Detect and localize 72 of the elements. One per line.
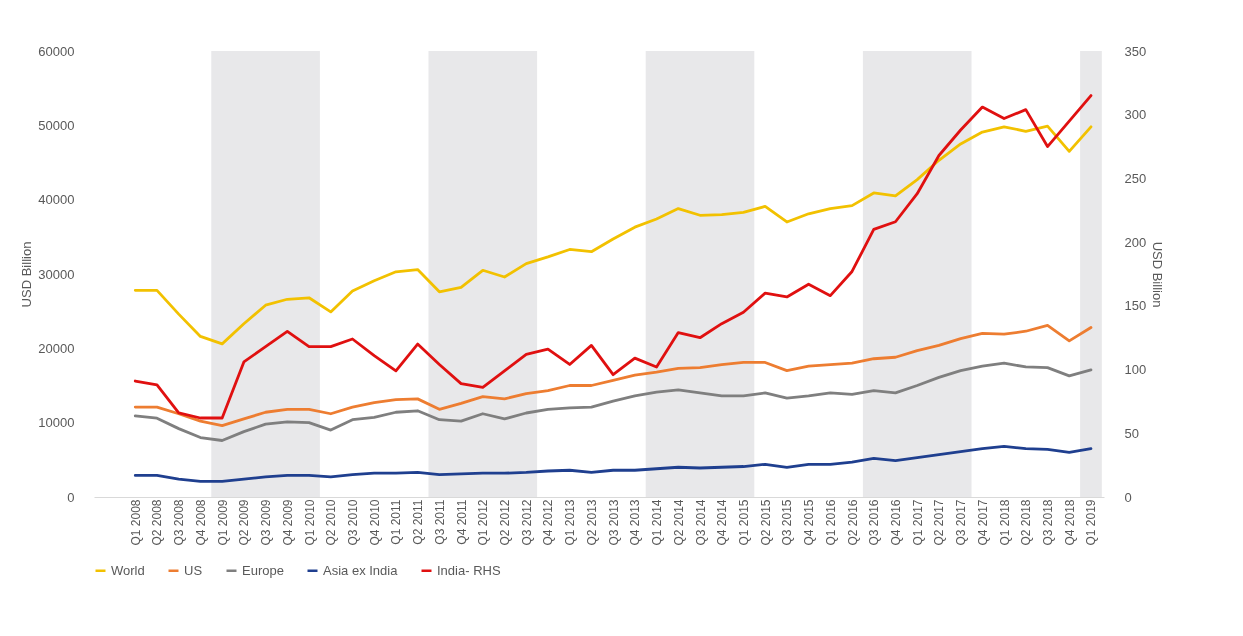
x-tick-label: Q2 2015 [758, 499, 773, 546]
y2-axis-title: USD Billion [1150, 241, 1166, 308]
x-tick-label: Q3 2015 [780, 499, 795, 546]
y2-tick-label: 200 [1124, 234, 1147, 250]
x-tick-label: Q1 2013 [563, 499, 578, 546]
y2-tick-label: 350 [1124, 43, 1147, 59]
x-tick-label: Q1 2012 [476, 499, 491, 546]
y-tick-label: 10000 [38, 415, 75, 431]
x-tick-label: Q2 2014 [671, 499, 686, 546]
x-tick-label: Q4 2013 [628, 499, 643, 546]
x-tick-label: Q1 2015 [736, 499, 751, 546]
x-tick-label: Q2 2013 [584, 499, 599, 546]
x-tick-label: Q1 2019 [1084, 499, 1099, 546]
legend-label: US [184, 562, 203, 578]
x-tick-label: Q2 2009 [237, 499, 252, 546]
x-tick-label: Q3 2009 [259, 499, 274, 546]
x-tick-label: Q1 2009 [215, 499, 230, 546]
x-tick-label: Q2 2011 [411, 499, 426, 545]
x-tick-label: Q3 2010 [345, 499, 360, 546]
x-tick-label: Q3 2018 [1041, 499, 1056, 546]
y2-tick-label: 250 [1124, 170, 1147, 186]
x-tick-label: Q2 2018 [1019, 499, 1034, 546]
x-tick-label: Q4 2009 [280, 499, 295, 546]
x-tick-label: Q1 2014 [650, 499, 665, 546]
y2-tick-label: 0 [1124, 489, 1132, 505]
legend-label: World [111, 562, 145, 578]
x-tick-label: Q1 2008 [128, 499, 143, 546]
y-tick-label: 50000 [38, 117, 75, 133]
x-tick-label: Q3 2013 [606, 499, 621, 546]
y-tick-label: 20000 [38, 340, 75, 356]
line-series [133, 124, 1093, 346]
y-tick-label: 0 [67, 489, 75, 505]
x-tick-label: Q2 2008 [150, 499, 165, 546]
line-series [133, 361, 1093, 442]
line-series [133, 323, 1093, 428]
x-tick-label: Q2 2012 [498, 499, 513, 546]
x-tick-label: Q2 2010 [324, 499, 339, 546]
x-tick-label: Q3 2017 [954, 499, 969, 546]
y-axis-title: USD Billion [19, 241, 35, 308]
legend-label: Europe [242, 562, 284, 578]
x-tick-label: Q3 2012 [519, 499, 534, 546]
x-tick-label: Q4 2010 [367, 499, 382, 546]
y-tick-label: 40000 [38, 192, 75, 208]
y-tick-label: 60000 [38, 43, 75, 59]
x-tick-label: Q3 2008 [172, 499, 187, 546]
x-tick-label: Q4 2018 [1062, 499, 1077, 546]
x-tick-label: Q4 2008 [193, 499, 208, 546]
x-tick-label: Q4 2015 [802, 499, 817, 546]
x-tick-label: Q4 2014 [715, 499, 730, 546]
x-tick-label: Q1 2011 [389, 499, 404, 545]
legend-label: India- RHS [437, 562, 501, 578]
y2-tick-label: 150 [1124, 298, 1147, 314]
x-tick-label: Q4 2016 [888, 499, 903, 546]
x-tick-label: Q3 2014 [693, 499, 708, 546]
x-tick-label: Q4 2017 [975, 499, 990, 546]
line-series [133, 94, 1093, 420]
line-series [133, 445, 1093, 483]
y-tick-label: 30000 [38, 266, 75, 282]
x-tick-label: Q1 2016 [823, 499, 838, 546]
x-tick-label: Q3 2016 [867, 499, 882, 546]
x-tick-label: Q4 2011 [454, 499, 469, 545]
x-tick-label: Q2 2016 [845, 499, 860, 546]
y2-tick-label: 50 [1124, 425, 1139, 441]
x-tick-label: Q1 2010 [302, 499, 317, 546]
legend-label: Asia ex India [323, 562, 399, 578]
x-tick-label: Q1 2018 [997, 499, 1012, 546]
y2-tick-label: 300 [1124, 107, 1147, 123]
x-tick-label: Q2 2017 [932, 499, 947, 546]
x-tick-label: Q4 2012 [541, 499, 556, 546]
y2-tick-label: 100 [1124, 362, 1147, 378]
x-tick-label: Q1 2017 [910, 499, 925, 546]
x-tick-label: Q3 2011 [432, 499, 447, 545]
